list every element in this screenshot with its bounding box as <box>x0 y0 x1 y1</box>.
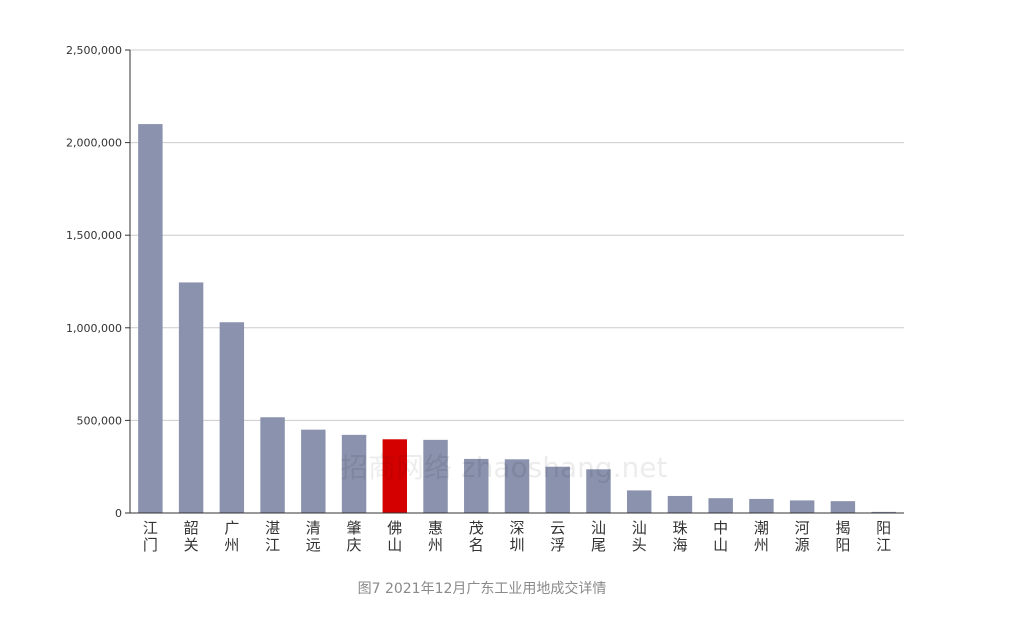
y-tick-label: 0 <box>115 507 122 520</box>
x-tick-label: 关 <box>184 536 199 554</box>
bar-3 <box>260 417 285 513</box>
x-tick-label: 惠 <box>428 519 443 537</box>
bar-5 <box>341 434 367 513</box>
x-tick-label: 圳 <box>509 536 524 554</box>
x-tick-label: 阳 <box>835 536 850 554</box>
y-tick-label: 2,500,000 <box>66 44 122 57</box>
y-tick-label: 1,500,000 <box>66 229 122 242</box>
bar-6 <box>382 439 408 513</box>
x-tick-label: 源 <box>795 536 810 554</box>
x-tick-label: 湛 <box>265 519 280 537</box>
x-tick-label: 汕 <box>632 519 647 537</box>
x-tick-label: 佛 <box>387 519 402 537</box>
x-tick-label: 江 <box>265 536 280 554</box>
x-tick-label: 潮 <box>754 519 769 537</box>
bars <box>138 124 896 513</box>
bar-0 <box>138 124 163 513</box>
axes <box>129 50 904 514</box>
bar-13 <box>667 495 693 513</box>
grid-lines <box>130 49 904 421</box>
bar-8 <box>464 458 489 513</box>
bar-7 <box>423 439 448 513</box>
x-tick-label: 河 <box>795 519 810 537</box>
bar-1 <box>178 282 204 513</box>
x-tick-label: 江 <box>876 536 891 554</box>
bar-9 <box>504 459 530 513</box>
x-tick-label: 头 <box>632 536 647 554</box>
bar-10 <box>545 466 570 513</box>
bar-14 <box>708 498 733 513</box>
x-tick-label: 州 <box>224 536 239 554</box>
bar-4 <box>301 429 326 513</box>
x-tick-label: 汕 <box>591 519 606 537</box>
y-tick-label: 500,000 <box>77 414 123 427</box>
bar-2 <box>219 322 245 513</box>
bar-12 <box>626 490 652 513</box>
x-tick-label: 门 <box>143 536 158 554</box>
y-tick-label: 1,000,000 <box>66 322 122 335</box>
x-tick-label: 韶 <box>184 519 199 537</box>
bar-17 <box>830 501 856 513</box>
x-tick-label: 远 <box>306 536 321 554</box>
bar-15 <box>749 498 774 513</box>
x-tick-label: 中 <box>713 519 728 537</box>
x-tick-label: 茂 <box>469 519 484 537</box>
x-tick-label: 江 <box>143 519 158 537</box>
x-tick-label: 尾 <box>591 536 606 554</box>
chart-caption: 图7 2021年12月广东工业用地成交详情 <box>357 581 607 597</box>
x-tick-label: 州 <box>428 536 443 554</box>
x-tick-label: 庆 <box>347 536 362 554</box>
x-tick-label: 山 <box>713 536 728 554</box>
x-tick-label: 清 <box>306 519 321 537</box>
x-tick-label: 阳 <box>876 519 891 537</box>
x-tick-label: 肇 <box>347 519 362 537</box>
x-tick-label: 广 <box>224 519 239 537</box>
x-tick-label: 州 <box>754 536 769 554</box>
y-tick-labels: 0 500,000 1,000,000 1,500,000 2,000,000 2,500… <box>66 44 130 520</box>
x-tick-label: 浮 <box>550 536 565 554</box>
x-tick-label: 海 <box>672 536 687 554</box>
bar-18 <box>871 511 896 513</box>
x-tick-label: 山 <box>387 536 402 554</box>
bar-11 <box>586 469 611 513</box>
bar-16 <box>789 500 815 513</box>
y-tick-label: 2,000,000 <box>66 137 122 150</box>
x-tick-label: 名 <box>469 536 484 554</box>
x-tick-label: 揭 <box>835 519 850 537</box>
x-tick-label: 珠 <box>672 519 687 537</box>
x-tick-label: 云 <box>550 519 565 537</box>
x-tick-label: 深 <box>509 519 524 537</box>
